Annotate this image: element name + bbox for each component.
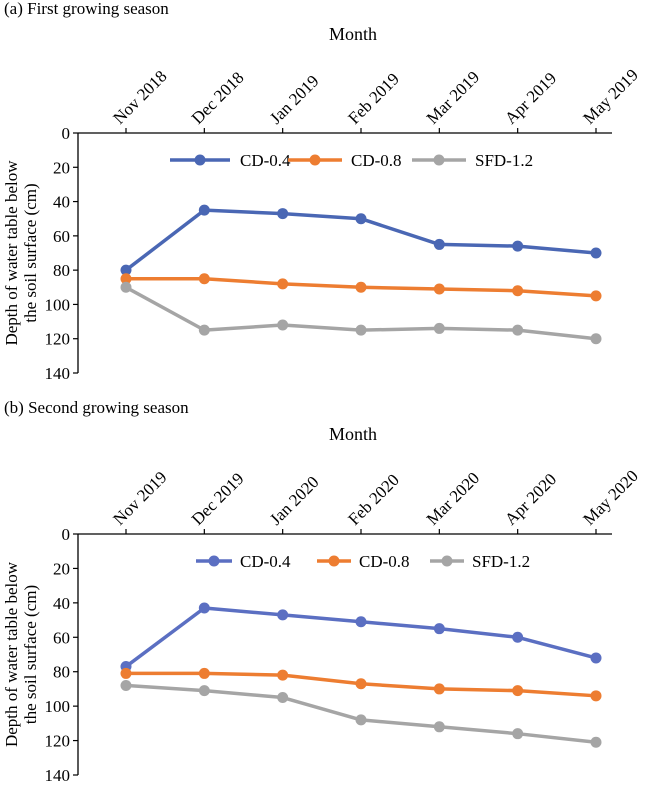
panel-2-y-tick-label: 20 <box>53 559 70 578</box>
panel-2-x-tick-label: Mar 2020 <box>423 468 484 529</box>
panel-2-y-tick-label: 100 <box>45 697 71 716</box>
panel-2-data-point-cd-0.8 <box>512 685 524 697</box>
panel-2-y-tick-label: 40 <box>53 594 70 613</box>
panel-2-data-point-cd-0.4 <box>512 631 524 643</box>
panel-2-data-point-sfd-1.2 <box>433 721 445 733</box>
panel-2-x-axis-title: Month <box>329 424 377 444</box>
panel-1-legend-swatch-marker <box>309 154 321 166</box>
panel-1-data-point-sfd-1.2 <box>198 324 210 336</box>
panel-1-label: (a) First growing season <box>4 0 169 18</box>
panel-2-data-point-sfd-1.2 <box>198 685 210 697</box>
panel-1-data-point-cd-0.8 <box>433 283 445 295</box>
panel-2-data-point-sfd-1.2 <box>590 736 602 748</box>
panel-1-data-point-cd-0.8 <box>198 273 210 285</box>
panel-1-y-tick-label: 20 <box>53 158 70 177</box>
panel-1-data-point-sfd-1.2 <box>433 322 445 334</box>
panel-1-y-tick-label: 60 <box>53 227 70 246</box>
panel-1-data-point-cd-0.8 <box>590 290 602 302</box>
panel-2-data-point-cd-0.8 <box>277 669 289 681</box>
panel-1-legend-label: CD-0.4 <box>240 151 291 170</box>
panel-2-legend-swatch-marker <box>208 555 220 567</box>
panel-1-data-point-cd-0.4 <box>277 208 289 220</box>
panel-1-x-tick-label: Apr 2019 <box>501 69 560 128</box>
panel-2-x-tick-label: Apr 2020 <box>501 470 560 529</box>
panel-1-x-axis-title: Month <box>329 24 377 44</box>
panel-1-legend-swatch-marker <box>433 154 445 166</box>
panel-1-legend-label: CD-0.8 <box>351 151 402 170</box>
panel-2-y-axis-title-line: the soil surface (cm) <box>21 585 40 724</box>
panel-1-data-point-cd-0.8 <box>512 285 524 297</box>
panel-2-legend-swatch-marker <box>441 555 453 567</box>
panel-2-y-tick-label: 80 <box>53 663 70 682</box>
panel-2-y-axis-title-line: Depth of water table below <box>2 561 21 747</box>
panel-2-x-tick-label: Dec 2019 <box>188 469 248 529</box>
panel-2-y-tick-label: 0 <box>62 525 71 544</box>
panel-1-data-point-cd-0.4 <box>590 247 602 259</box>
panel-1-x-tick-label: Nov 2018 <box>109 67 170 128</box>
panel-1-data-point-sfd-1.2 <box>590 333 602 345</box>
panel-1-data-point-sfd-1.2 <box>277 319 289 331</box>
panel-1-y-tick-label: 0 <box>62 124 71 143</box>
panel-1-data-point-cd-0.8 <box>277 278 289 290</box>
panel-1-legend-swatch-marker <box>194 154 206 166</box>
panel-2-data-point-sfd-1.2 <box>277 692 289 704</box>
panel-2-x-tick-label: Jan 2020 <box>266 472 323 529</box>
panel-2-data-point-cd-0.4 <box>277 609 289 621</box>
panel-2-data-point-cd-0.4 <box>355 616 367 628</box>
panel-2-label: (b) Second growing season <box>4 398 189 417</box>
panel-2-data-point-cd-0.4 <box>198 602 210 614</box>
panel-2-data-point-cd-0.4 <box>590 652 602 664</box>
panel-2-y-tick-label: 60 <box>53 628 70 647</box>
panel-1-y-tick-label: 40 <box>53 193 70 212</box>
panel-1-x-tick-label: May 2019 <box>579 65 642 128</box>
panel-2-data-point-cd-0.4 <box>433 623 445 635</box>
panel-2-data-point-cd-0.8 <box>120 667 132 679</box>
panel-2-legend-swatch-marker <box>328 555 340 567</box>
panel-2-data-point-sfd-1.2 <box>355 714 367 726</box>
panel-1-x-tick-label: Dec 2018 <box>188 68 248 128</box>
panel-2-data-point-cd-0.8 <box>433 683 445 695</box>
panel-1-x-tick-label: Mar 2019 <box>423 67 484 128</box>
panel-1-y-tick-label: 140 <box>45 364 71 383</box>
panel-2-data-point-cd-0.8 <box>355 678 367 690</box>
panel-2-data-point-cd-0.8 <box>198 667 210 679</box>
panel-1-data-point-cd-0.4 <box>198 204 210 216</box>
panel-2-x-tick-label: May 2020 <box>579 466 642 529</box>
panel-1-y-axis-title-line: the soil surface (cm) <box>21 183 40 322</box>
panel-1-data-point-cd-0.8 <box>120 273 132 285</box>
panel-2-x-tick-label: Nov 2019 <box>109 468 170 529</box>
panel-1-data-point-cd-0.4 <box>120 264 132 276</box>
panel-1-y-tick-label: 120 <box>45 330 71 349</box>
panel-1-x-tick-label: Jan 2019 <box>266 71 323 128</box>
panel-1-data-point-cd-0.8 <box>355 281 367 293</box>
panel-2-legend-label: CD-0.8 <box>359 552 410 571</box>
panel-1-data-point-cd-0.4 <box>512 240 524 252</box>
panel-1-data-point-cd-0.4 <box>355 213 367 225</box>
panel-1-y-tick-label: 100 <box>45 295 71 314</box>
panel-1-legend-label: SFD-1.2 <box>475 151 533 170</box>
panel-2-data-point-cd-0.8 <box>590 690 602 702</box>
panel-2-legend-label: SFD-1.2 <box>472 552 530 571</box>
panel-2-data-point-sfd-1.2 <box>512 728 524 740</box>
panel-2-series-line-sfd-1.2 <box>125 683 597 745</box>
panel-1-data-point-cd-0.4 <box>433 238 445 250</box>
panel-1-y-tick-label: 80 <box>53 261 70 280</box>
panel-1-x-tick-label: Feb 2019 <box>344 69 403 128</box>
panel-2-y-tick-label: 140 <box>45 766 71 785</box>
panel-1-data-point-sfd-1.2 <box>355 324 367 336</box>
panel-1-y-axis-title-line: Depth of water table below <box>2 160 21 346</box>
panel-2-legend-label: CD-0.4 <box>240 552 291 571</box>
panel-2-x-tick-label: Feb 2020 <box>344 470 403 529</box>
panel-2-data-point-sfd-1.2 <box>120 679 132 691</box>
panel-1-data-point-sfd-1.2 <box>512 324 524 336</box>
panel-1-data-point-sfd-1.2 <box>120 281 132 293</box>
panel-2-y-tick-label: 120 <box>45 732 71 751</box>
